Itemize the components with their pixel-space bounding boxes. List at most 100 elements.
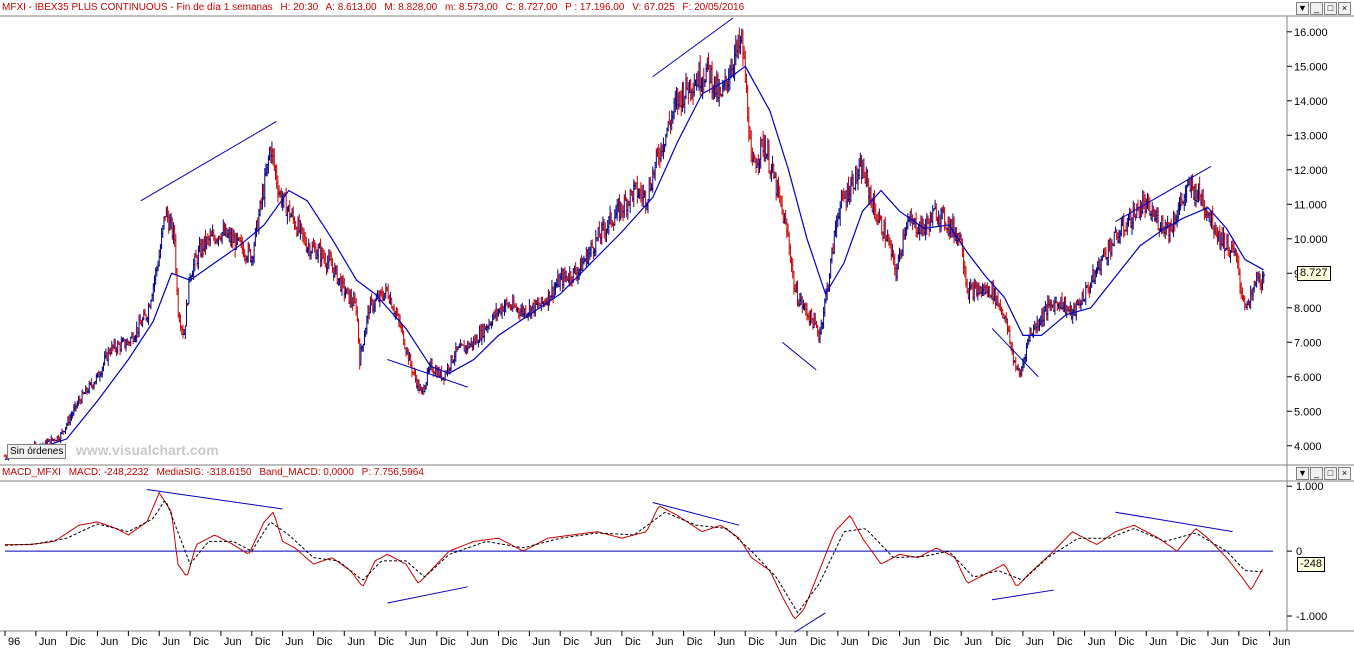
macd-tick-label: 0 [1296, 546, 1302, 558]
macd-header: MACD_MFXI MACD: -248,2232 MediaSIG: -318… [2, 467, 429, 478]
p-value: P : 17.196,00 [565, 2, 625, 13]
date-tick-label: Jun [471, 636, 489, 648]
date-tick-label: Dic [933, 636, 949, 648]
volume-value: V: 67.025 [632, 2, 675, 13]
macd-tick-label: 1.000 [1296, 481, 1324, 493]
dropdown-button[interactable]: ▼ [1296, 2, 1309, 15]
signal-line [4, 500, 1263, 614]
band-value: Band_MACD: 0,0000 [259, 467, 354, 478]
macd-maximize-button[interactable]: □ [1324, 467, 1337, 480]
no-orders-button[interactable]: Sin órdenes [7, 444, 67, 459]
high-value: M: 8.828,00 [384, 2, 438, 13]
date-tick-label: Dic [502, 636, 518, 648]
date-tick-label: Dic [255, 636, 271, 648]
date-tick-label: Dic [625, 636, 641, 648]
price-tick-label: 15.000 [1294, 61, 1328, 73]
moving-average-line [4, 65, 1264, 461]
low-value: m: 8.573,00 [445, 2, 498, 13]
macd-close-button[interactable]: × [1338, 467, 1351, 480]
price-tick-label: 5.000 [1294, 406, 1322, 418]
date-tick-label: Jun [224, 636, 242, 648]
macd-trendline[interactable] [794, 612, 826, 633]
date-tick-label: Jun [409, 636, 427, 648]
date-tick-label: Dic [748, 636, 764, 648]
date-tick-label: Jun [1211, 636, 1229, 648]
ohlc-bar [1262, 271, 1266, 284]
price-tick-label: 16.000 [1294, 27, 1328, 39]
date-tick-label: Jun [903, 636, 921, 648]
price-tick-label: 13.000 [1294, 130, 1328, 142]
date-tick-label: Dic [1118, 636, 1134, 648]
date-tick-label: Jun [1088, 636, 1106, 648]
price-trendline[interactable] [1115, 165, 1212, 222]
date-tick-label: 96 [8, 636, 20, 648]
date-tick-label: Dic [563, 636, 579, 648]
macd-trendline[interactable] [387, 586, 468, 604]
date-tick-label: Jun [347, 636, 365, 648]
date-tick-label: Dic [1180, 636, 1196, 648]
date-value: F: 20/05/2016 [682, 2, 745, 13]
date-tick-label: Dic [810, 636, 826, 648]
date-tick-label: Jun [532, 636, 550, 648]
symbol-label: MFXI - IBEX35 PLUS CONTINUOUS - Fin de d… [2, 2, 273, 13]
price-trendline[interactable] [991, 328, 1039, 378]
date-tick-label: Jun [717, 636, 735, 648]
date-tick-label: Dic [995, 636, 1011, 648]
signal-value: MediaSIG: -318,6150 [156, 467, 252, 478]
price-tick-label: 4.000 [1294, 441, 1322, 453]
date-tick-label: Jun [1149, 636, 1167, 648]
open-value: A: 8.613,00 [325, 2, 377, 13]
date-tick-label: Jun [39, 636, 57, 648]
maximize-button[interactable]: □ [1324, 2, 1337, 15]
macd-dropdown-button[interactable]: ▼ [1296, 467, 1309, 480]
date-tick-label: Dic [1057, 636, 1073, 648]
date-tick-label: Jun [286, 636, 304, 648]
price-tick-label: 14.000 [1294, 96, 1328, 108]
macd-trendline[interactable] [652, 501, 740, 526]
date-tick-label: Jun [964, 636, 982, 648]
macd-trendline[interactable] [146, 488, 283, 510]
macd-trendline[interactable] [991, 589, 1054, 601]
minimize-button[interactable]: _ [1310, 2, 1323, 15]
last-macd-badge: -248 [1297, 557, 1326, 572]
date-tick-label: Jun [594, 636, 612, 648]
price-tick-label: 11.000 [1294, 199, 1327, 211]
macd-name: MACD_MFXI [2, 467, 61, 478]
price-header: MFXI - IBEX35 PLUS CONTINUOUS - Fin de d… [2, 2, 749, 13]
date-tick-label: Jun [1273, 636, 1291, 648]
date-tick-label: Dic [193, 636, 209, 648]
macd-line [5, 491, 1263, 620]
price-trendline[interactable] [140, 121, 277, 202]
date-tick-label: Dic [687, 636, 703, 648]
date-tick-label: Jun [101, 636, 119, 648]
price-tick-label: 6.000 [1294, 372, 1322, 384]
macd-trendline[interactable] [1115, 511, 1233, 533]
hour-value: H: 20:30 [280, 2, 319, 13]
date-tick-label: Dic [316, 636, 332, 648]
date-tick-label: Jun [162, 636, 180, 648]
macd-value: MACD: -248,2232 [68, 467, 149, 478]
date-tick-label: Dic [872, 636, 888, 648]
macd-tick-label: -1.000 [1296, 611, 1327, 623]
close-button[interactable]: × [1338, 2, 1351, 15]
date-tick-label: Dic [70, 636, 86, 648]
date-tick-label: Dic [440, 636, 456, 648]
date-tick-label: Dic [131, 636, 147, 648]
price-tick-label: 10.000 [1294, 234, 1328, 246]
price-tick-label: 8.000 [1294, 303, 1322, 315]
date-tick-label: Dic [378, 636, 394, 648]
last-price-badge: 8.727 [1297, 266, 1331, 281]
price-trendline[interactable] [652, 17, 734, 78]
close-value: C: 8.727,00 [505, 2, 558, 13]
date-tick-label: Jun [841, 636, 859, 648]
date-tick-label: Jun [656, 636, 674, 648]
price-trendline[interactable] [387, 359, 468, 388]
macd-minimize-button[interactable]: _ [1310, 467, 1323, 480]
date-tick-label: Jun [779, 636, 797, 648]
macd-p-value: P: 7.756,5964 [361, 467, 424, 478]
price-tick-label: 12.000 [1294, 165, 1328, 177]
date-tick-label: Dic [1242, 636, 1258, 648]
price-trendline[interactable] [781, 341, 817, 371]
